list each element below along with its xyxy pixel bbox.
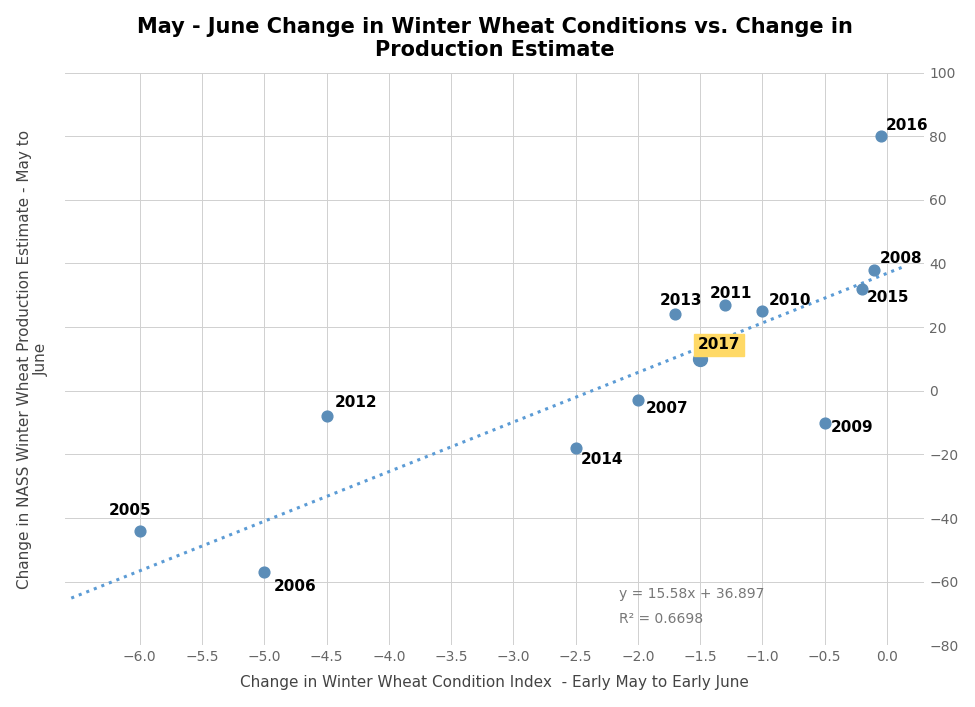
Y-axis label: Change in NASS Winter Wheat Production Estimate - May to
June: Change in NASS Winter Wheat Production E… — [17, 129, 49, 588]
Text: 2011: 2011 — [710, 286, 753, 301]
Text: y = 15.58x + 36.897: y = 15.58x + 36.897 — [619, 587, 764, 601]
Point — [854, 284, 870, 295]
Point — [132, 525, 147, 537]
Text: 2006: 2006 — [274, 579, 317, 595]
Point — [867, 264, 882, 276]
Point — [667, 309, 682, 320]
Text: 2009: 2009 — [831, 420, 874, 435]
Point — [718, 299, 733, 310]
Text: 2017: 2017 — [697, 337, 740, 352]
Text: 2014: 2014 — [580, 452, 623, 467]
Point — [630, 395, 645, 406]
Point — [567, 443, 583, 454]
Text: 2016: 2016 — [885, 118, 928, 133]
Point — [319, 411, 334, 422]
Point — [755, 305, 770, 317]
Title: May - June Change in Winter Wheat Conditions vs. Change in
Production Estimate: May - June Change in Winter Wheat Condit… — [136, 17, 852, 60]
X-axis label: Change in Winter Wheat Condition Index  - Early May to Early June: Change in Winter Wheat Condition Index -… — [240, 675, 749, 690]
Text: 2008: 2008 — [879, 252, 922, 267]
Text: R² = 0.6698: R² = 0.6698 — [619, 612, 703, 626]
Text: 2005: 2005 — [108, 503, 151, 518]
Point — [256, 566, 272, 578]
Text: 2010: 2010 — [768, 293, 811, 308]
Text: 2013: 2013 — [660, 293, 703, 308]
Point — [817, 417, 833, 428]
Point — [692, 354, 708, 365]
Text: 2015: 2015 — [867, 290, 910, 305]
Point — [873, 131, 888, 142]
Text: 2012: 2012 — [335, 395, 378, 409]
Text: 2007: 2007 — [645, 401, 688, 416]
